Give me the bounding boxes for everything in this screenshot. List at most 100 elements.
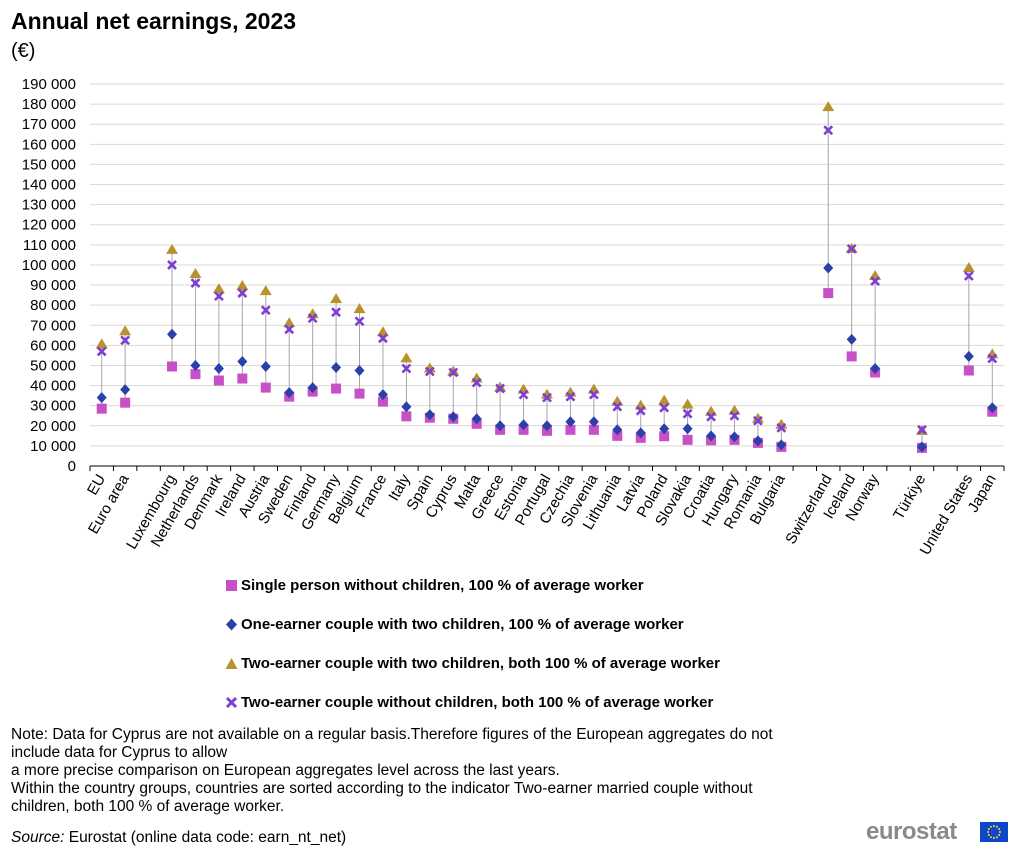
cross-marker <box>354 316 365 327</box>
cross-marker <box>706 411 716 422</box>
y-tick-label: 70 000 <box>30 317 76 334</box>
y-tick-label: 60 000 <box>30 337 76 354</box>
cross-marker <box>565 391 576 402</box>
triangle-marker <box>447 365 460 376</box>
y-tick-label: 150 000 <box>22 156 76 173</box>
square-marker <box>354 388 365 399</box>
triangle-marker <box>236 280 249 291</box>
y-tick-label: 0 <box>68 458 76 475</box>
diamond-marker <box>331 361 342 373</box>
triangle-marker <box>166 243 179 254</box>
cross-marker <box>96 346 107 357</box>
diamond-marker <box>963 350 974 362</box>
square-marker <box>213 375 224 386</box>
square-marker <box>190 369 201 380</box>
cross-marker <box>823 125 834 136</box>
footnote-line: Note: Data for Cyprus are not available … <box>11 726 773 743</box>
cross-marker <box>237 288 248 299</box>
diamond-marker <box>284 387 295 399</box>
diamond-marker <box>377 389 388 401</box>
diamond-marker <box>471 413 482 425</box>
triangle-marker <box>189 267 202 278</box>
y-tick-label: 190 000 <box>22 76 76 93</box>
square-marker <box>260 382 271 393</box>
source-label: Source: <box>11 829 65 846</box>
square-marker <box>401 411 412 422</box>
cross-marker <box>963 271 974 281</box>
square-marker <box>377 396 388 407</box>
cross-marker <box>518 389 529 400</box>
square-marker <box>331 383 342 394</box>
square-marker <box>963 365 974 376</box>
cross-marker <box>612 401 623 412</box>
y-tick-label: 170 000 <box>22 116 76 133</box>
cross-marker <box>378 333 388 344</box>
diamond-marker <box>659 423 670 435</box>
square-marker <box>612 430 623 441</box>
source-text: Eurostat (online data code: earn_nt_net) <box>64 829 347 846</box>
chart-unit: (€) <box>11 40 36 62</box>
diamond-marker <box>518 419 529 431</box>
footnote: Note: Data for Cyprus are not available … <box>11 726 891 816</box>
diamond-marker <box>260 360 271 372</box>
diamond-marker <box>167 328 178 340</box>
cross-marker <box>495 383 506 394</box>
cross-marker <box>167 260 177 270</box>
cross-marker <box>659 402 670 413</box>
diamond-marker <box>776 439 787 451</box>
diamond-marker <box>213 362 224 374</box>
cross-marker <box>120 335 131 346</box>
y-tick-label: 100 000 <box>22 257 76 274</box>
cross-marker <box>331 307 341 318</box>
chart-plot: 0 10 000 20 000 30 000 40 000 50 000 60 000 70 … <box>22 76 1005 558</box>
cross-marker <box>729 410 740 421</box>
y-tick-label: 180 000 <box>22 96 76 113</box>
triangle-marker <box>95 338 108 349</box>
legend-label: One-earner couple with two children, 100… <box>241 616 684 633</box>
diamond-marker <box>354 365 365 376</box>
cross-marker <box>846 243 857 254</box>
logo-wordmark: eurostat <box>866 818 957 845</box>
y-tick-label: 140 000 <box>22 177 76 194</box>
y-tick-label: 90 000 <box>30 277 76 294</box>
triangle-marker <box>400 352 413 363</box>
cross-marker <box>753 415 763 426</box>
square-marker <box>682 434 693 445</box>
diamond-marker <box>729 431 740 443</box>
triangle-marker <box>330 293 343 304</box>
y-tick-label: 110 000 <box>23 237 76 254</box>
diamond-marker <box>307 382 318 394</box>
diamond-marker <box>190 359 201 371</box>
diamond-marker <box>870 362 881 374</box>
square-marker <box>588 424 599 435</box>
cross-marker <box>424 366 435 377</box>
cross-marker <box>682 408 693 419</box>
y-tick-label: 160 000 <box>22 136 76 153</box>
triangle-marker <box>962 261 975 272</box>
diamond-marker <box>706 430 717 442</box>
cross-marker <box>260 305 271 316</box>
diamond-marker <box>495 420 506 432</box>
legend-label: Two-earner couple without children, both… <box>241 694 714 711</box>
triangle-marker <box>494 381 507 392</box>
diamond-marker <box>542 420 552 432</box>
cross-marker <box>987 353 998 364</box>
eu-flag-icon <box>980 822 1008 842</box>
triangle-marker <box>751 412 764 423</box>
footnote-line: include data for Cyprus to allow <box>11 744 228 761</box>
y-tick-label: 10 000 <box>30 438 76 455</box>
y-tick-label: 30 000 <box>30 398 76 415</box>
square-marker <box>659 431 670 442</box>
triangle-marker <box>658 394 671 405</box>
diamond-marker <box>401 401 412 413</box>
y-tick-label: 120 000 <box>22 217 76 234</box>
legend-label: Two-earner couple with two children, bot… <box>241 655 720 672</box>
diamond-marker <box>987 402 998 414</box>
y-tick-label: 50 000 <box>30 357 76 374</box>
diamond-marker <box>120 384 131 396</box>
footnote-line: Within the country groups, countries are… <box>11 780 753 797</box>
diamond-marker <box>635 427 646 439</box>
square-marker <box>96 403 107 414</box>
cross-marker <box>635 405 646 416</box>
square-marker <box>237 373 248 384</box>
